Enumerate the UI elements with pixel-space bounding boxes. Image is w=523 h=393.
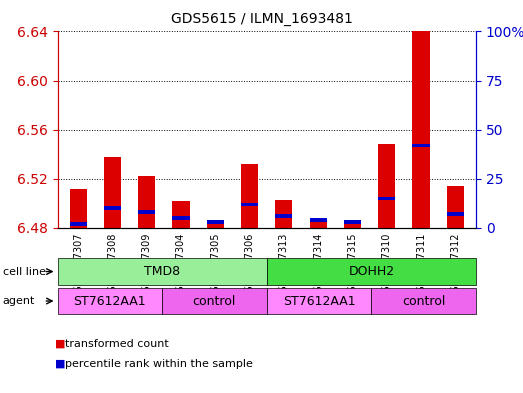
Text: percentile rank within the sample: percentile rank within the sample	[65, 358, 253, 369]
Bar	[173, 201, 189, 228]
Text: control: control	[193, 294, 236, 308]
Bar	[310, 218, 327, 222]
Text: DOHH2: DOHH2	[348, 265, 394, 278]
Bar	[275, 214, 292, 218]
Bar	[378, 144, 395, 228]
Bar	[447, 186, 464, 228]
Bar	[344, 220, 361, 228]
Bar	[241, 202, 258, 206]
Text: GDS5615 / ILMN_1693481: GDS5615 / ILMN_1693481	[170, 12, 353, 26]
Text: ■: ■	[55, 339, 65, 349]
Text: transformed count: transformed count	[65, 339, 169, 349]
Bar	[138, 210, 155, 214]
Bar	[275, 200, 292, 228]
Bar	[70, 189, 87, 228]
Bar	[310, 218, 327, 228]
Text: TMD8: TMD8	[144, 265, 180, 278]
Bar	[447, 212, 464, 216]
Bar	[104, 206, 121, 210]
Text: ST7612AA1: ST7612AA1	[283, 294, 355, 308]
Text: agent: agent	[3, 296, 35, 306]
Bar	[344, 220, 361, 224]
Text: control: control	[402, 294, 445, 308]
Text: cell line: cell line	[3, 266, 46, 277]
Text: ■: ■	[55, 358, 65, 369]
Bar	[378, 196, 395, 200]
Bar	[138, 176, 155, 228]
Bar	[207, 220, 224, 224]
Bar	[173, 216, 189, 220]
Bar	[241, 164, 258, 228]
Bar	[70, 222, 87, 226]
Bar	[413, 31, 429, 228]
Bar	[104, 157, 121, 228]
Bar	[413, 143, 429, 147]
Bar	[207, 223, 224, 228]
Text: ST7612AA1: ST7612AA1	[74, 294, 146, 308]
